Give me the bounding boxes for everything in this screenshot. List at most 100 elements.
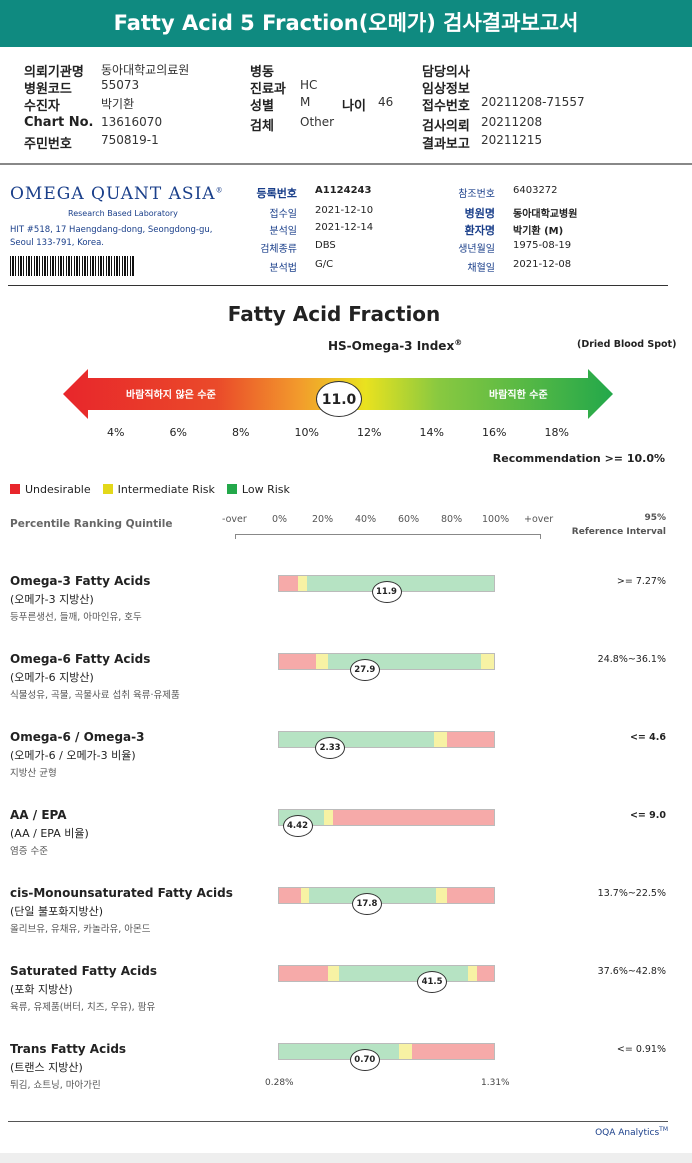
info-value: Other [300,115,335,129]
info-value: 55073 [101,78,140,92]
percentile-tick-label: 40% [355,514,377,525]
index-tick-label: 16% [482,426,507,439]
sample-label: 등록번호 [256,187,297,200]
desirable-zone-label: 바람직한 수준 [489,390,548,401]
legend-item: Intermediate Risk [102,482,215,496]
value-marker: 41.5 [417,971,448,993]
value-marker: 11.9 [371,581,402,603]
marker-name: Omega-6 Fatty Acids [10,652,151,666]
trans-range-min: 0.28% [265,1078,294,1088]
marker-name-ko: (포화 지방산) [10,983,73,996]
value-marker: 2.33 [315,737,346,759]
sample-value: 2021-12-08 [513,259,572,270]
bar-segment [300,888,310,903]
value-marker: 17.8 [351,893,382,915]
hs-index-label: HS-Omega-3 Index® [328,338,463,353]
index-tick-label: 10% [294,426,319,439]
bar-segment [446,888,494,903]
reference-interval: >= 7.27% [616,576,666,587]
age-value: 46 [378,95,394,109]
sample-value: 박기환 (M) [513,226,564,237]
index-tick-label: 8% [232,426,250,439]
marker-foods: 등푸른생선, 들깨, 아마인유, 호두 [10,612,142,623]
percentile-bar [278,887,495,904]
bar-segment [279,732,434,747]
marker-name-ko: (단일 불포화지방산) [10,905,104,918]
bar-segment [476,966,494,981]
footer-strip [0,1153,692,1163]
marker-name-ko: (오메가-3 지방산) [10,593,94,606]
marker-foods: 식물성유, 곡물, 곡물사료 섭취 육류·유제품 [10,690,180,701]
marker-name: Omega-3 Fatty Acids [10,574,151,588]
bar-segment [433,732,447,747]
info-label: 성별 [250,99,274,114]
marker-foods: 튀김, 쇼트닝, 마아가린 [10,1080,101,1091]
sample-value: G/C [315,259,334,270]
sample-value: 2021-12-14 [315,222,374,233]
legend: Undesirable Intermediate Risk Low Risk [10,482,302,496]
bar-segment [279,888,301,903]
bar-segment [446,732,494,747]
bar-segment [468,966,477,981]
bar-segment [481,654,494,669]
reference-interval: <= 9.0 [629,810,666,821]
sample-label: 검체종류 [260,244,297,255]
info-value: 박기환 [101,97,135,111]
info-label: 병동 [250,65,274,80]
marker-foods: 염증 수준 [10,846,48,857]
index-tick-label: 18% [544,426,569,439]
bar-segment [435,888,447,903]
sample-value: 6403272 [513,185,558,196]
info-label: 주민번호 [24,137,72,152]
percentile-tick-label: 100% [482,514,510,525]
marker-name: AA / EPA [10,808,67,822]
marker-name: Trans Fatty Acids [10,1042,127,1056]
sample-value: 1975-08-19 [513,240,572,251]
value-marker: 0.70 [349,1049,380,1071]
bar-segment [332,810,494,825]
sample-label: 접수일 [269,209,297,220]
lab-address: HIT #518, 17 Haengdang-dong, Seongdong-g… [10,225,213,248]
info-label: 진료과 [250,82,286,97]
percentile-tick-label: +over [524,514,554,525]
index-tick-label: 6% [169,426,187,439]
percentile-tick-label: 20% [312,514,334,525]
legend-swatch [226,484,237,495]
marker-name: Omega-6 / Omega-3 [10,730,145,744]
percentile-axis [235,534,540,535]
index-tick-label: 14% [419,426,444,439]
fraction-title: Fatty Acid Fraction [227,302,441,326]
legend-label: Undesirable [25,482,91,496]
info-value: 750819-1 [101,133,159,147]
info-value: 20211208-71557 [481,95,585,109]
info-value: 20211215 [481,133,543,147]
reference-interval-header: 95% Reference Interval [571,513,666,537]
bar-segment [298,576,307,591]
legend-label: Low Risk [241,482,290,496]
trans-range-max: 1.31% [481,1078,510,1088]
reference-interval: <= 0.91% [616,1044,666,1055]
index-tick-label: 4% [107,426,125,439]
info-label: 검체 [250,119,274,134]
bar-segment [412,1044,494,1059]
divider [8,285,668,286]
marker-name-ko: (트랜스 지방산) [10,1061,83,1074]
legend-swatch [10,484,20,495]
marker-name: Saturated Fatty Acids [10,964,157,978]
undesirable-zone-label: 바람직하지 않은 수준 [126,390,216,401]
marker-foods: 지방산 균형 [10,768,57,779]
sample-value: 2021-12-10 [315,205,374,216]
bar-segment [339,966,469,981]
lab-logo: OMEGA QUANT ASIA® [10,184,224,204]
bottom-divider [8,1121,668,1122]
lab-section: OMEGA QUANT ASIA® Research Based Laborat… [0,168,692,288]
info-value: M [300,95,311,109]
bar-segment [279,1044,400,1059]
marker-name-ko: (오메가-6 지방산) [10,671,94,684]
percentile-bar [278,653,495,670]
marker-name-ko: (오메가-6 / 오메가-3 비율) [10,749,136,762]
percentile-tick-label: 0% [272,514,288,525]
bar-segment [315,654,329,669]
axis-tick-right [540,534,541,539]
sample-label: 분석일 [269,226,297,237]
